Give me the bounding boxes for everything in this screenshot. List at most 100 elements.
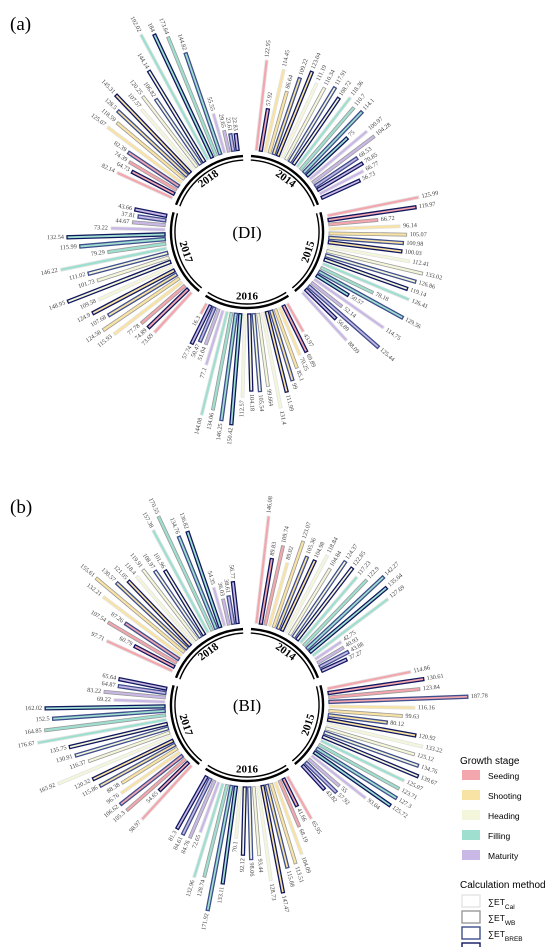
bar [312, 749, 393, 808]
data-label: 119.97 [418, 201, 436, 210]
bar [263, 545, 285, 626]
bar [275, 70, 315, 158]
bar [162, 568, 207, 637]
bar [316, 645, 345, 665]
bar-rect [134, 574, 196, 645]
bar-rect [123, 621, 181, 662]
bar [66, 232, 166, 240]
bar [59, 246, 168, 272]
bar [139, 33, 211, 162]
bar [115, 108, 190, 178]
bar [247, 786, 254, 861]
data-label: 150.42 [226, 427, 234, 445]
bar-rect [300, 290, 349, 343]
bar-rect [117, 683, 167, 696]
data-label: 109.58 [79, 298, 97, 311]
bar-rect [96, 255, 171, 283]
bar-rect [101, 276, 181, 333]
bar [220, 785, 239, 885]
bar-rect [302, 578, 369, 648]
bar [130, 169, 176, 197]
bar-rect [97, 264, 174, 302]
bar-rect [226, 594, 236, 626]
bar-rect [313, 639, 343, 662]
bar-rect [307, 757, 341, 788]
data-label: 51.04 [197, 346, 208, 361]
bar [298, 106, 356, 172]
bar-rect [115, 108, 190, 178]
legend-stage-label: Filling [488, 831, 510, 841]
data-label: 96.14 [403, 222, 417, 230]
data-label: 84.76 [180, 839, 192, 855]
data-label: 54.35 [206, 570, 217, 585]
bar [125, 757, 187, 813]
bar-rect [256, 312, 270, 387]
legend-method-title: Calculation method [460, 880, 546, 891]
year-label: 2017 [177, 240, 195, 265]
bar-rect [222, 129, 231, 153]
bar-rect [247, 786, 254, 861]
data-label: 83.22 [87, 687, 102, 695]
bar-rect [279, 82, 319, 159]
bar-rect [263, 545, 285, 626]
bar [306, 284, 381, 350]
data-label: 187.78 [471, 692, 488, 700]
bar-rect [307, 585, 389, 655]
bar [229, 312, 243, 426]
bar-rect [43, 713, 167, 733]
bar [94, 576, 186, 654]
bar-rect [291, 96, 342, 167]
bar [291, 559, 348, 640]
year-ring-arc [174, 213, 203, 289]
bar-rect [309, 280, 344, 309]
data-label: 100.98 [406, 240, 423, 248]
data-label: 66.72 [380, 215, 395, 223]
bar-rect [295, 96, 353, 169]
data-label: 77.1 [199, 367, 209, 379]
bar-rect [166, 35, 219, 158]
bar [141, 568, 199, 642]
bar [106, 125, 183, 185]
bar [319, 738, 406, 783]
year-label: 2015 [299, 712, 317, 737]
bar [267, 90, 289, 155]
data-label: 23.61 [224, 117, 233, 132]
bar [317, 269, 405, 321]
data-label: 123.84 [423, 684, 441, 693]
bar [315, 161, 365, 193]
data-label: 85.1 [295, 370, 305, 383]
bar [314, 746, 399, 801]
year-ring-arc [294, 685, 325, 765]
bar-rect [118, 753, 185, 807]
legend-stage-label: Shooting [488, 791, 522, 801]
bar [156, 515, 215, 632]
bar [309, 280, 344, 309]
bar-rect [251, 786, 262, 857]
bar [309, 753, 368, 800]
bar [281, 776, 300, 808]
bar [197, 305, 217, 344]
data-label: 148.95 [48, 299, 66, 312]
data-label: 112.41 [412, 258, 430, 268]
bar-rect [106, 272, 179, 318]
bar-rect [328, 694, 469, 705]
bar [326, 244, 411, 264]
bar [322, 730, 420, 769]
bar [117, 676, 168, 691]
bar [189, 303, 213, 346]
bar [66, 259, 172, 305]
panel-tag: (b) [10, 497, 32, 518]
bar [117, 683, 167, 696]
bar [279, 82, 319, 159]
bar-rect [326, 717, 417, 738]
data-label: 96.76 [105, 792, 120, 806]
bar [254, 515, 271, 625]
data-label: 111.99 [284, 394, 295, 412]
bar [275, 555, 310, 631]
bar-rect [328, 218, 379, 227]
data-label: 97.71 [90, 631, 106, 643]
bar-rect [303, 760, 339, 795]
bar-rect [303, 287, 338, 321]
data-label: 184 [146, 22, 156, 33]
bar-rect [117, 676, 168, 691]
